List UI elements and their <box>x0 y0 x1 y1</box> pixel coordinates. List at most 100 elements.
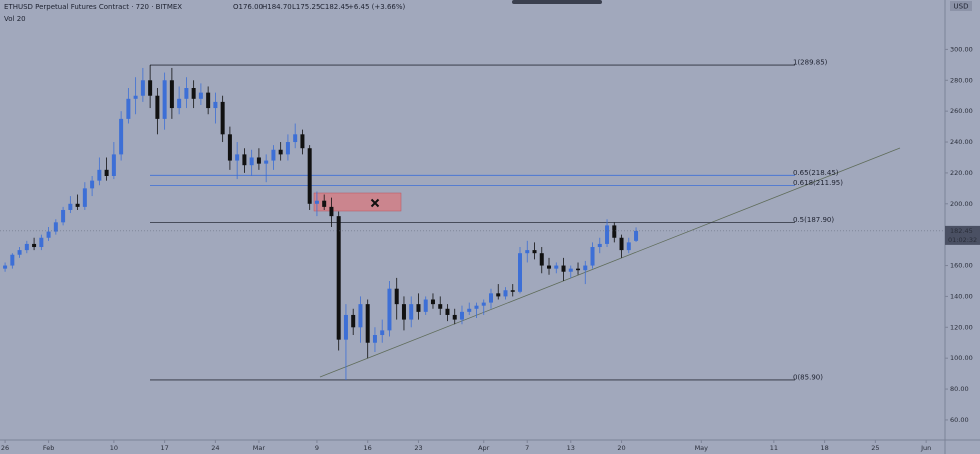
candle-body <box>351 314 356 328</box>
candle-body <box>314 200 319 204</box>
candle-body <box>634 230 639 241</box>
fib-label: 0.5(187.90) <box>793 216 834 224</box>
ohlc-high: H184.70 <box>262 3 292 11</box>
candle-body <box>227 134 232 161</box>
x-tick-label: 17 <box>160 444 168 452</box>
y-tick-label: 200.00 <box>950 200 973 208</box>
candle-body <box>329 206 334 217</box>
candle-body <box>17 250 22 255</box>
candle-body <box>510 290 515 292</box>
candle-body <box>155 95 160 119</box>
candle-body <box>133 95 138 99</box>
ohlc-change: +6.45 (+3.66%) <box>348 3 406 11</box>
y-tick-label: 280.00 <box>950 76 973 84</box>
x-tick-label: 9 <box>315 444 319 452</box>
y-tick-label: 160.00 <box>950 262 973 270</box>
candle-body <box>300 134 305 149</box>
candle-body <box>503 290 508 297</box>
candle-body <box>148 80 153 96</box>
ohlc-open: O176.00 <box>233 3 263 11</box>
last-price-label: 182.45 <box>950 227 973 235</box>
x-tick-label: Jun <box>920 444 931 452</box>
candle-body <box>90 180 95 189</box>
currency-label: USD <box>954 3 969 11</box>
fib-label: 0.65(218.45) <box>793 169 839 177</box>
candle-body <box>358 304 363 328</box>
candle-body <box>372 335 377 343</box>
candle-body <box>619 237 624 251</box>
candle-body <box>46 231 51 238</box>
candle-body <box>488 293 493 303</box>
candle-body <box>394 288 399 305</box>
x-tick-label: Apr <box>478 444 490 452</box>
candle-body <box>169 80 174 109</box>
candle-body <box>307 148 312 204</box>
candle-body <box>532 250 537 254</box>
candle-body <box>322 200 327 207</box>
candle-body <box>547 265 552 269</box>
candle-body <box>111 154 116 176</box>
candle-body <box>68 203 73 210</box>
candle-body <box>612 225 617 238</box>
candle-body <box>554 265 559 269</box>
candle-body <box>104 169 109 176</box>
candle-body <box>271 149 276 161</box>
candle-body <box>496 293 501 297</box>
y-tick-label: 140.00 <box>950 292 973 300</box>
x-tick-label: Feb <box>43 444 55 452</box>
candle-body <box>61 209 66 223</box>
candle-body <box>24 243 29 251</box>
toolbar-handle[interactable] <box>512 0 602 4</box>
candle-body <box>235 154 240 161</box>
cross-icon <box>370 198 380 208</box>
candle-body <box>336 216 341 340</box>
currency-badge[interactable] <box>950 1 972 11</box>
x-tick-label: 20 <box>617 444 625 452</box>
candle-body <box>525 250 530 254</box>
x-tick-label: 16 <box>364 444 372 452</box>
candle-body <box>39 237 44 248</box>
candle-body <box>97 169 102 181</box>
candle-body <box>162 80 167 119</box>
candle-body <box>242 154 247 166</box>
candle-body <box>387 288 392 331</box>
candle-body <box>293 134 298 143</box>
candle-body <box>343 314 348 340</box>
candle-body <box>191 88 196 99</box>
candle-body <box>481 302 486 306</box>
candle-body <box>576 268 581 271</box>
candle-body <box>184 88 189 99</box>
candle-body <box>401 304 406 320</box>
y-tick-label: 300.00 <box>950 45 973 53</box>
candle-body <box>539 253 544 266</box>
y-tick-label: 120.00 <box>950 323 973 331</box>
candle-body <box>82 188 87 207</box>
candle-body <box>583 265 588 271</box>
candle-body <box>32 243 37 248</box>
candle-body <box>416 304 421 312</box>
candle-body <box>220 101 225 135</box>
candle-body <box>467 308 472 312</box>
candle-body <box>140 80 145 96</box>
candle-body <box>206 92 211 109</box>
candle-body <box>10 254 15 266</box>
indicator-label[interactable]: Vol 20 <box>4 15 26 23</box>
invalidated-zone <box>313 192 402 212</box>
candle-body <box>605 225 610 244</box>
x-tick-label: 7 <box>525 444 529 452</box>
candle-body <box>213 101 218 109</box>
fib-label: 0(85.90) <box>793 373 823 381</box>
y-tick-label: 100.00 <box>950 354 973 362</box>
candle-body <box>561 265 566 272</box>
candle-body <box>590 247 595 266</box>
candle-body <box>474 305 479 309</box>
y-tick-label: 260.00 <box>950 107 973 115</box>
candle-body <box>365 304 370 343</box>
x-tick-label: 25 <box>871 444 879 452</box>
y-tick-label: 240.00 <box>950 138 973 146</box>
candle-body <box>409 304 414 320</box>
candle-body <box>119 118 124 155</box>
x-tick-label: Mar <box>253 444 266 452</box>
plot: 1(289.85) 0.65(218.45) 0.618(211.95) 0.5(18… <box>0 59 945 381</box>
